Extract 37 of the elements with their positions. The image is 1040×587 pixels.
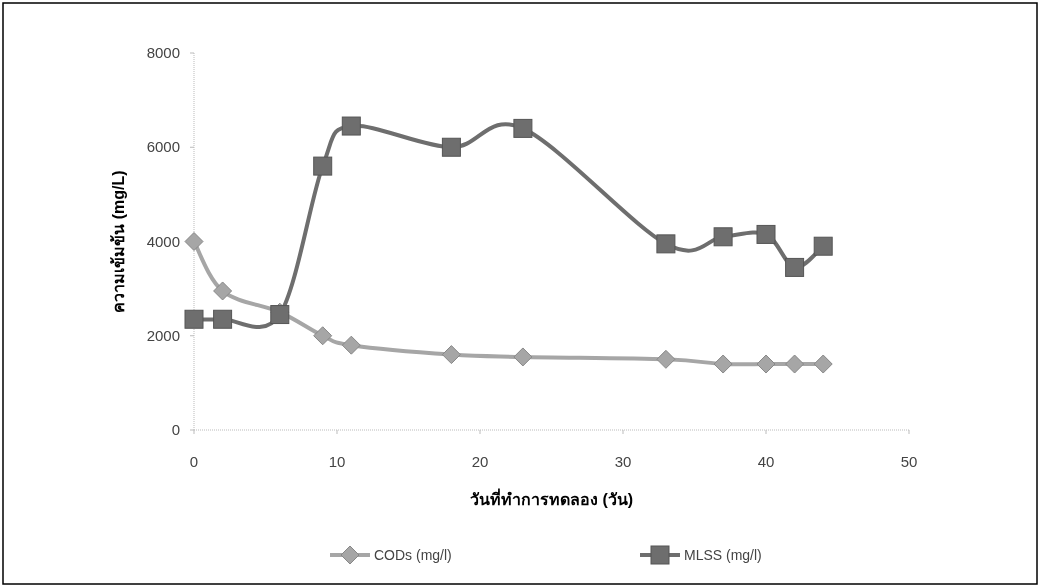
point [441,137,461,157]
point [813,236,833,256]
point [813,354,833,374]
y-tick-label: 4000 [146,232,180,250]
point [785,354,805,374]
x-tick-label: 30 [614,453,632,470]
point [713,227,733,247]
point [341,335,361,355]
point [656,234,676,254]
point [184,309,204,329]
point [341,116,361,136]
x-tick-label: 50 [900,453,918,470]
point [756,224,776,244]
point [184,232,204,251]
y-tick-label: 6000 [146,138,180,156]
y-tick-label: 0 [171,421,180,438]
point [313,156,333,176]
x-axis-title: วันที่ทำการทดลอง (วัน) [469,488,634,508]
point [513,347,533,367]
x-tick-label: 20 [471,453,489,470]
point [656,349,676,369]
point [713,354,733,374]
y-tick-label: 2000 [146,326,180,344]
point [785,257,805,277]
y-tick-label: 8000 [146,44,180,61]
point [213,281,233,301]
point [213,309,233,329]
legend-label: CODs (mg/l) [374,547,452,563]
legend-label: MLSS (mg/l) [684,547,762,563]
x-tick-label: 40 [757,453,775,470]
x-tick-label: 10 [328,453,346,470]
point [313,326,333,346]
x-tick-label: 0 [189,453,199,470]
point [441,345,461,365]
y-axis-title: ความเข้มข้น (mg/L) [110,170,127,313]
point [513,118,533,138]
point [756,354,776,374]
